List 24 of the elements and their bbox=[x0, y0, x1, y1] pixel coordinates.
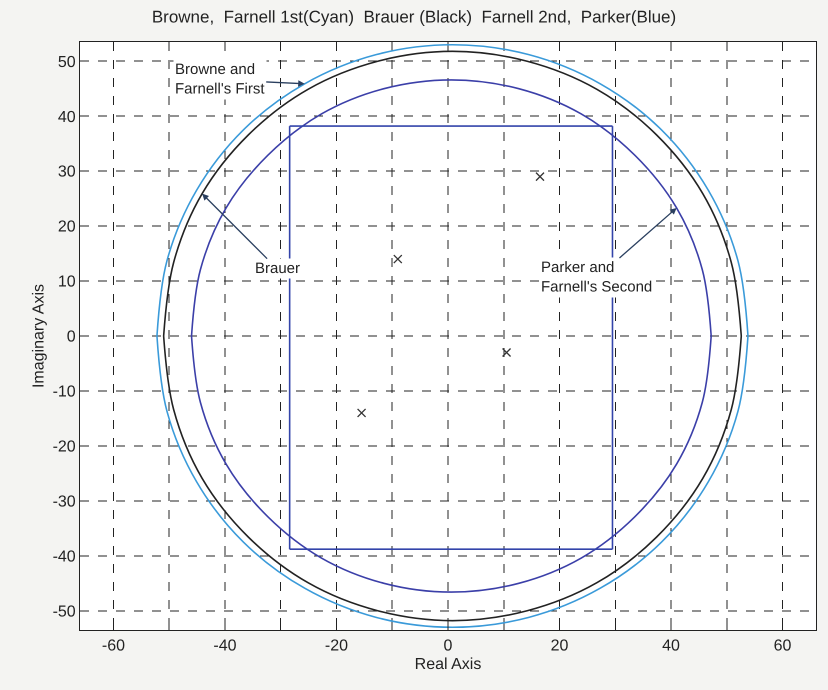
y-tick-label: -30 bbox=[52, 493, 76, 510]
y-tick-label: -40 bbox=[52, 548, 76, 566]
x-tick-label: 60 bbox=[774, 637, 792, 654]
annotation: Parker and Farnell's Second bbox=[541, 259, 652, 296]
y-tick-label: 20 bbox=[58, 218, 76, 236]
y-tick-label: 40 bbox=[58, 108, 76, 126]
y-tick-label: -50 bbox=[52, 603, 76, 620]
y-tick-label: 30 bbox=[58, 164, 76, 181]
x-tick-label: -40 bbox=[213, 637, 237, 654]
x-tick-label: 40 bbox=[662, 637, 680, 654]
x-tick-label: -20 bbox=[324, 637, 348, 654]
x-axis-title: Real Axis bbox=[414, 656, 482, 673]
y-tick-label: -20 bbox=[52, 438, 76, 456]
annotation: Browne and Farnell's First bbox=[175, 61, 266, 98]
y-tick-label: 0 bbox=[66, 328, 76, 346]
chart-title: Browne, Farnell 1st(Cyan) Brauer (Black) Farnell 2nd, Parker(Blue) bbox=[152, 7, 676, 26]
y-tick-label: 50 bbox=[58, 54, 76, 71]
annotation: Brauer bbox=[255, 260, 300, 277]
y-tick-label: 10 bbox=[58, 274, 76, 291]
y-axis-title: Imaginary Axis bbox=[30, 284, 48, 388]
x-tick-label: -60 bbox=[102, 637, 126, 654]
y-tick-label: -10 bbox=[52, 384, 76, 401]
x-tick-label: 20 bbox=[550, 637, 569, 654]
x-tick-label: 0 bbox=[444, 637, 453, 654]
